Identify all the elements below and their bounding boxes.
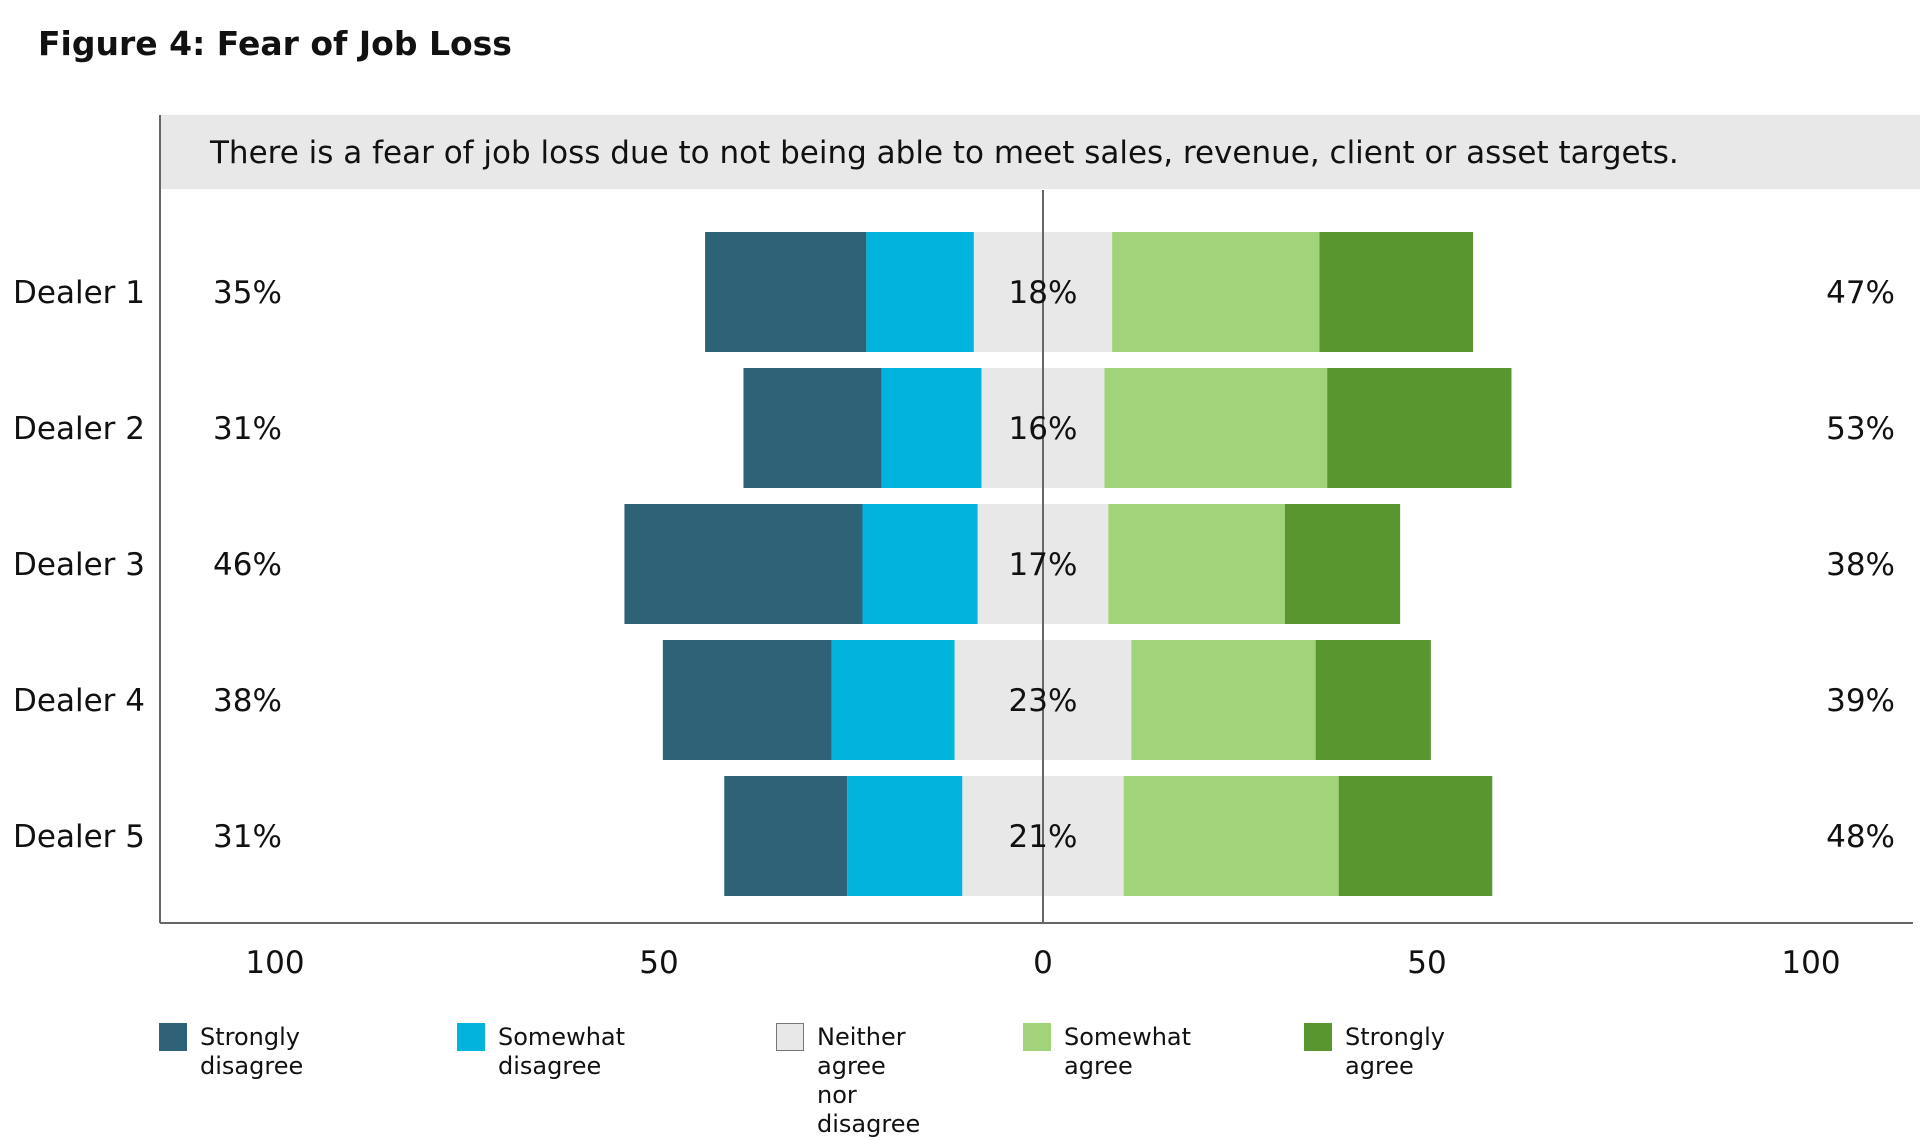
category-label: Dealer 5 (13, 819, 145, 855)
bar-dealer-1-strongly-agree (1319, 232, 1474, 352)
bar-dealer-1-somewhat-agree (1112, 232, 1320, 352)
disagree-total-label: 35% (213, 275, 282, 311)
bar-dealer-5-strongly-agree (1338, 776, 1493, 896)
bar-dealer-1-somewhat-disagree (866, 232, 974, 352)
bar-dealer-2-strongly-agree (1327, 368, 1512, 488)
neutral-percent-label: 23% (1009, 683, 1078, 719)
legend-swatch (776, 1023, 804, 1051)
category-label: Dealer 4 (13, 683, 145, 719)
bar-dealer-1-strongly-disagree (705, 232, 867, 352)
x-tick-label: 50 (639, 945, 678, 981)
x-tick-label: 100 (245, 945, 304, 981)
subtitle-banner (160, 115, 1920, 189)
chart-subtitle: There is a fear of job loss due to not b… (209, 135, 1679, 171)
bar-dealer-3-strongly-agree (1284, 504, 1401, 624)
agree-total-label: 48% (1826, 819, 1895, 855)
agree-total-label: 53% (1826, 411, 1895, 447)
neutral-percent-label: 21% (1009, 819, 1078, 855)
legend-swatch (1023, 1023, 1051, 1051)
neutral-percent-label: 16% (1009, 411, 1078, 447)
legend-item-neither-agree-nor-disagree: Neither agree nor disagree (776, 1023, 920, 1139)
legend-item-strongly-disagree: Strongly disagree (159, 1023, 303, 1081)
legend-label: Somewhat disagree (498, 1023, 626, 1080)
agree-total-label: 38% (1826, 547, 1895, 583)
bar-dealer-3-somewhat-disagree (862, 504, 978, 624)
disagree-total-label: 31% (213, 411, 282, 447)
bar-dealer-3-strongly-disagree (624, 504, 863, 624)
bar-dealer-5-somewhat-disagree (847, 776, 963, 896)
category-label: Dealer 2 (13, 411, 145, 447)
bar-dealer-5-strongly-disagree (724, 776, 848, 896)
bar-dealer-4-strongly-agree (1315, 640, 1431, 760)
bar-dealer-4-strongly-disagree (662, 640, 832, 760)
legend-label: Somewhat agree (1064, 1023, 1192, 1080)
x-tick-label: 50 (1407, 945, 1446, 981)
legend-label: Neither agree nor disagree (817, 1023, 921, 1138)
bar-dealer-2-somewhat-disagree (881, 368, 982, 488)
diverging-bar-chart: There is a fear of job loss due to not b… (13, 115, 1920, 981)
disagree-total-label: 38% (213, 683, 282, 719)
bar-dealer-2-strongly-disagree (743, 368, 882, 488)
bar-dealer-4-somewhat-agree (1131, 640, 1316, 760)
category-label: Dealer 1 (13, 275, 145, 311)
x-tick-label: 0 (1033, 945, 1053, 981)
bar-dealer-4-somewhat-disagree (831, 640, 955, 760)
disagree-total-label: 31% (213, 819, 282, 855)
legend-item-strongly-agree: Strongly agree (1304, 1023, 1445, 1081)
legend-swatch (457, 1023, 485, 1051)
bar-dealer-5-somewhat-agree (1123, 776, 1339, 896)
legend-label: Strongly disagree (200, 1023, 304, 1080)
legend-swatch (1304, 1023, 1332, 1051)
category-label: Dealer 3 (13, 547, 145, 583)
agree-total-label: 39% (1826, 683, 1895, 719)
disagree-total-label: 46% (213, 547, 282, 583)
legend-item-somewhat-agree: Somewhat agree (1023, 1023, 1191, 1081)
figure-title: Figure 4: Fear of Job Loss (38, 24, 512, 63)
neutral-percent-label: 18% (1009, 275, 1078, 311)
legend-swatch (159, 1023, 187, 1051)
bar-dealer-2-somewhat-agree (1104, 368, 1328, 488)
x-tick-label: 100 (1781, 945, 1840, 981)
bar-dealer-3-somewhat-agree (1108, 504, 1285, 624)
legend-item-somewhat-disagree: Somewhat disagree (457, 1023, 625, 1081)
agree-total-label: 47% (1826, 275, 1895, 311)
neutral-percent-label: 17% (1009, 547, 1078, 583)
legend-label: Strongly agree (1345, 1023, 1445, 1080)
